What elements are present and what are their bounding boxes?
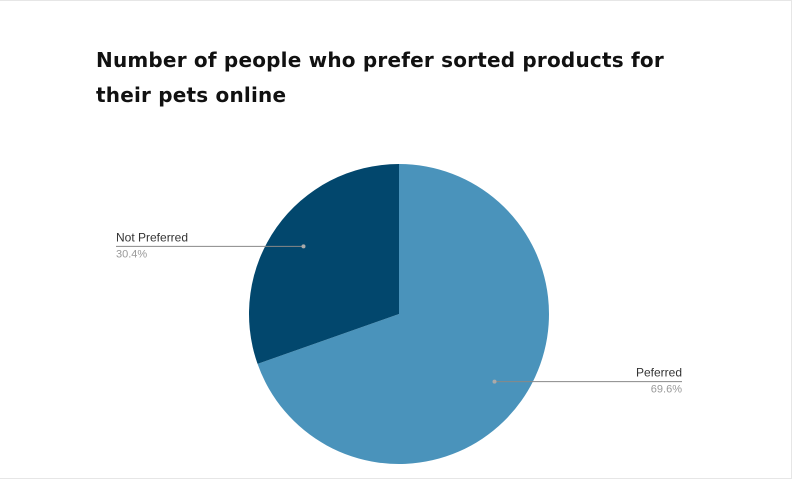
slice-label: Not Preferred [116, 230, 188, 244]
leader-dot [492, 379, 497, 384]
chart-title: Number of people who prefer sorted produ… [96, 48, 664, 107]
pie-slice-peferred [257, 164, 549, 465]
leader-dot [301, 244, 306, 249]
slice-value-label: 69.6% [651, 384, 682, 396]
slice-value-label: 30.4% [116, 248, 147, 260]
pie-slice-not-preferred [248, 164, 399, 364]
slice-label: Peferred [636, 366, 682, 380]
